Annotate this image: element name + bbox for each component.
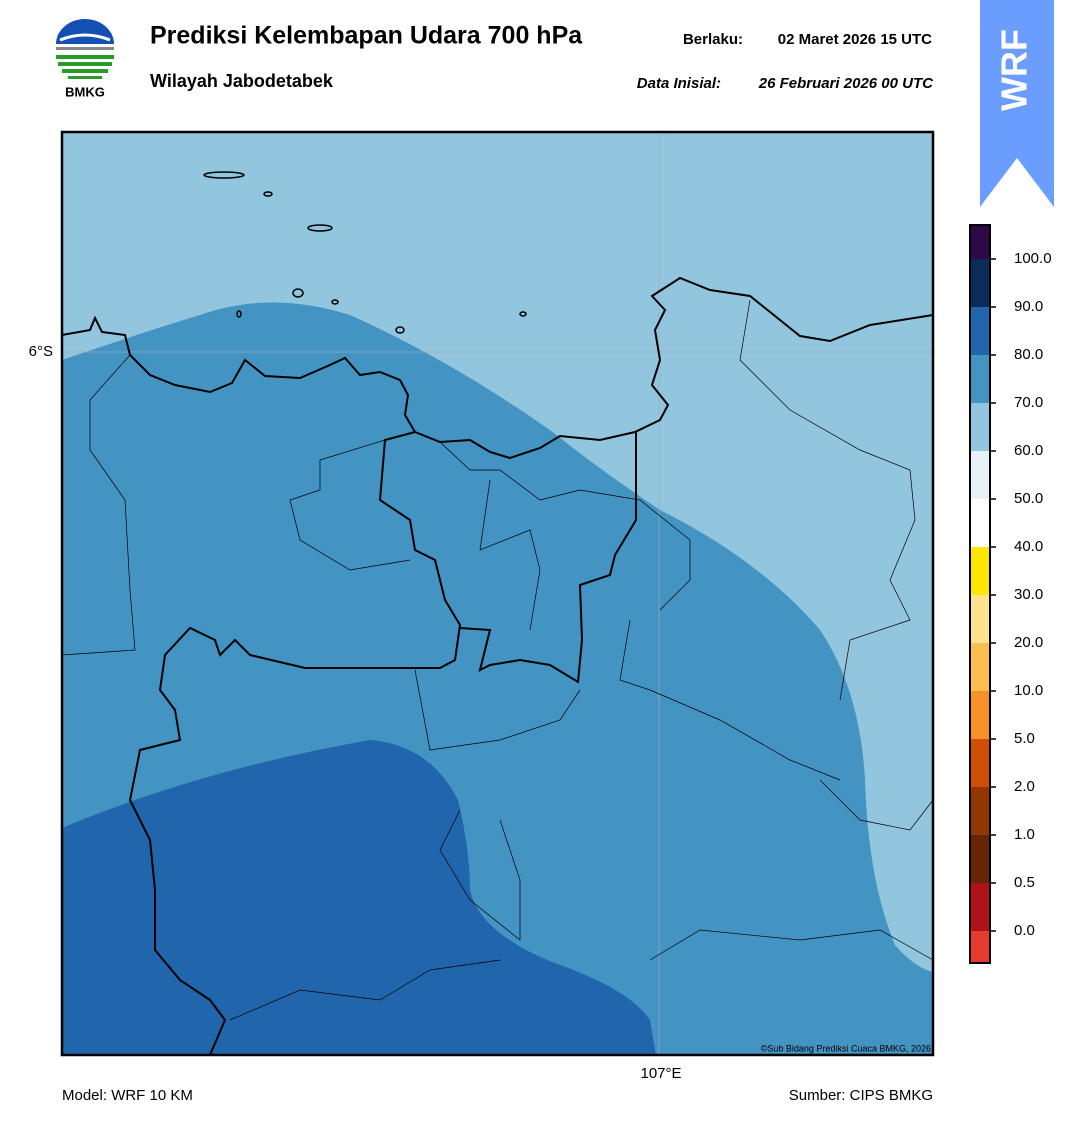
colorbar-segment [970, 307, 990, 355]
colorbar-tick-label: 80.0 [1014, 346, 1043, 363]
colorbar-segment [970, 547, 990, 595]
colorbar-segment [970, 225, 990, 259]
footer-source: Sumber: CIPS BMKG [789, 1087, 933, 1104]
colorbar-segment [970, 739, 990, 787]
colorbar-segment [970, 931, 990, 963]
colorbar-segment [970, 259, 990, 307]
colorbar-segment [970, 499, 990, 547]
colorbar-tick-label: 0.0 [1014, 922, 1035, 939]
colorbar-tick-label: 20.0 [1014, 634, 1043, 651]
footer-model: Model: WRF 10 KM [62, 1087, 193, 1104]
colorbar: 0.0 0.5 1.0 2.0 5.0 10.0 20.0 30.0 40.0 50.0 60.0 7… [969, 224, 1052, 964]
logo: BMKG [56, 19, 114, 99]
logo-text: BMKG [65, 84, 105, 99]
colorbar-segment [970, 643, 990, 691]
colorbar-tick-label: 5.0 [1014, 730, 1035, 747]
colorbar-tick-label: 30.0 [1014, 586, 1043, 603]
colorbar-tick-label: 50.0 [1014, 490, 1043, 507]
init-label: Data Inisial: [637, 75, 721, 92]
colorbar-tick-label: 0.5 [1014, 874, 1035, 891]
colorbar-frame [969, 224, 991, 964]
valid-time: 02 Maret 2026 15 UTC [778, 31, 932, 48]
colorbar-segment [970, 403, 990, 451]
colorbar-tick-label: 1.0 [1014, 826, 1035, 843]
colorbar-tick-label: 10.0 [1014, 682, 1043, 699]
valid-label: Berlaku: [683, 31, 743, 48]
colorbar-segment [970, 883, 990, 931]
colorbar-segment [970, 691, 990, 739]
title: Prediksi Kelembapan Udara 700 hPa [150, 22, 583, 50]
colorbar-tick-label: 40.0 [1014, 538, 1043, 555]
colorbar-tick-label: 2.0 [1014, 778, 1035, 795]
colorbar-segment [970, 355, 990, 403]
colorbar-segment [970, 595, 990, 643]
lon-label: 107°E [640, 1065, 681, 1082]
colorbar-tick-label: 60.0 [1014, 442, 1043, 459]
credit: ©Sub Bidang Prediksi Cuaca BMKG, 2026 [761, 1043, 931, 1053]
badge [980, 0, 1054, 207]
colorbar-segment [970, 835, 990, 883]
colorbar-segment [970, 451, 990, 499]
subtitle: Wilayah Jabodetabek [150, 71, 334, 91]
init-time: 26 Februari 2026 00 UTC [758, 75, 934, 92]
badge-text: WRF [994, 29, 1035, 111]
colorbar-tick-label: 90.0 [1014, 298, 1043, 315]
lat-label: 6°S [29, 343, 53, 360]
colorbar-tick-label: 100.0 [1014, 250, 1052, 267]
colorbar-segment [970, 787, 990, 835]
colorbar-tick-label: 70.0 [1014, 394, 1043, 411]
map [62, 132, 933, 1055]
